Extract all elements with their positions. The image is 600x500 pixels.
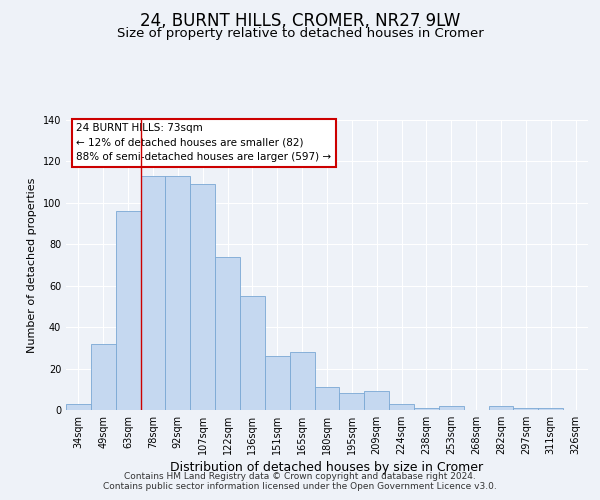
Text: Contains HM Land Registry data © Crown copyright and database right 2024.: Contains HM Land Registry data © Crown c… [124,472,476,481]
Bar [66,404,91,410]
Bar [166,176,190,410]
Bar [240,296,265,410]
Bar [116,211,140,410]
Bar [514,408,538,410]
Bar [389,404,414,410]
Bar [265,356,290,410]
Bar [215,256,240,410]
Bar [538,408,563,410]
Bar [190,184,215,410]
Bar [414,408,439,410]
Text: Contains public sector information licensed under the Open Government Licence v3: Contains public sector information licen… [103,482,497,491]
Bar [91,344,116,410]
Bar [364,392,389,410]
Text: 24, BURNT HILLS, CROMER, NR27 9LW: 24, BURNT HILLS, CROMER, NR27 9LW [140,12,460,30]
Bar [340,394,364,410]
Bar [439,406,464,410]
Bar [488,406,514,410]
X-axis label: Distribution of detached houses by size in Cromer: Distribution of detached houses by size … [170,461,484,474]
Text: 24 BURNT HILLS: 73sqm
← 12% of detached houses are smaller (82)
88% of semi-deta: 24 BURNT HILLS: 73sqm ← 12% of detached … [76,123,332,162]
Bar [290,352,314,410]
Text: Size of property relative to detached houses in Cromer: Size of property relative to detached ho… [116,28,484,40]
Y-axis label: Number of detached properties: Number of detached properties [27,178,37,352]
Bar [140,176,166,410]
Bar [314,387,340,410]
